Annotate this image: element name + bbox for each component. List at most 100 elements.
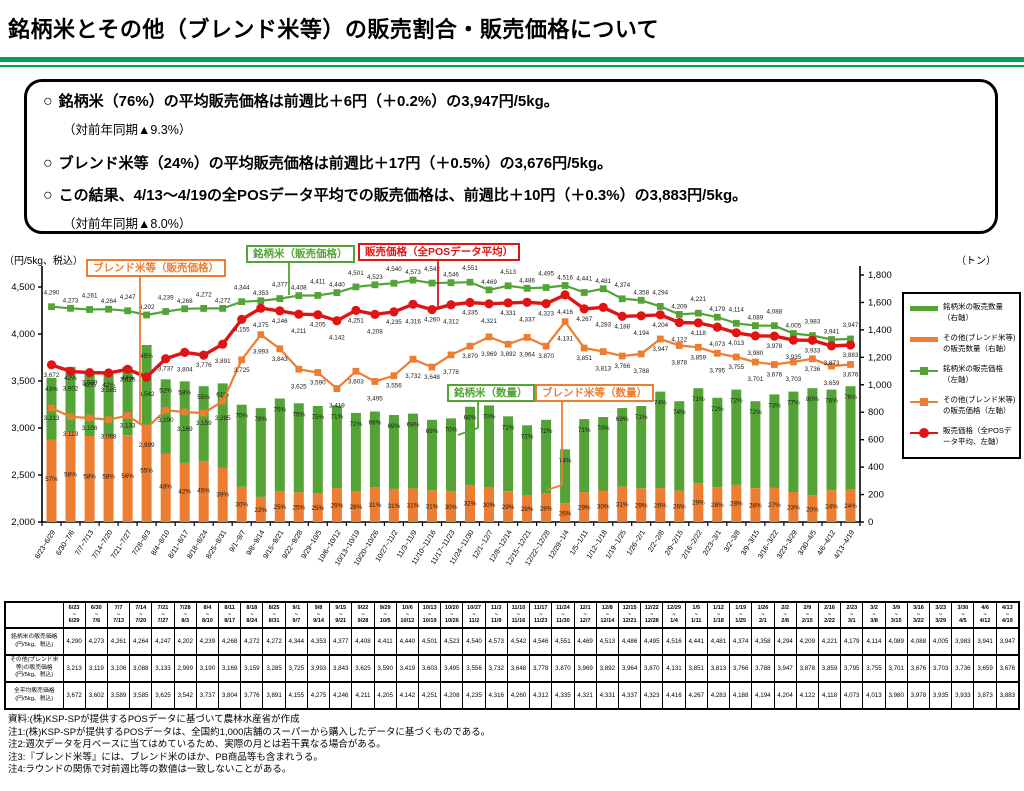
- svg-text:23%: 23%: [787, 505, 800, 512]
- blend-volume-bar: [807, 495, 818, 522]
- branded-volume-bar: [484, 405, 494, 487]
- table-cell: 3,676: [906, 654, 931, 683]
- table-cell: 4,114: [862, 627, 886, 656]
- svg-text:29%: 29%: [635, 503, 648, 510]
- table-cell: 3,878: [795, 654, 819, 683]
- svg-text:4,294: 4,294: [652, 289, 668, 296]
- legend-entry: 銘柄米の販売価格（左軸）: [910, 364, 1016, 385]
- table-cell: 4,335: [551, 681, 575, 710]
- blend-volume-bar: [160, 453, 171, 522]
- svg-text:3,000: 3,000: [11, 423, 35, 434]
- blend-volume-bar: [179, 462, 190, 522]
- col-header: 10/20 ~10/26: [440, 601, 464, 629]
- svg-text:3,736: 3,736: [805, 366, 821, 373]
- price-table: 6/23 ~6/29 6/30 ~7/6 7/7 ~7/13 7/14 ~7/20 7/21 ~7…: [4, 601, 1020, 710]
- table-cell: 3,701: [884, 654, 908, 683]
- table-cell: 3,213: [62, 654, 86, 683]
- svg-text:3,859: 3,859: [690, 354, 706, 361]
- blend-volume-bar: [65, 432, 76, 522]
- table-cell: 4,089: [884, 627, 908, 656]
- svg-text:3,843: 3,843: [272, 356, 288, 363]
- legend-bar-swatch-icon: [910, 334, 938, 345]
- svg-text:3,804: 3,804: [177, 366, 193, 373]
- svg-text:77%: 77%: [787, 400, 800, 407]
- table-cell: 4,204: [773, 681, 797, 710]
- branded-volume-bar: [293, 403, 304, 493]
- svg-text:24%: 24%: [825, 504, 838, 511]
- svg-text:43%: 43%: [45, 386, 58, 393]
- blend-volume-bar: [350, 491, 361, 522]
- table-cell: 4,179: [840, 627, 864, 656]
- svg-text:71%: 71%: [331, 413, 344, 420]
- col-header: 12/22 ~12/28: [640, 601, 664, 629]
- svg-text:4,501: 4,501: [348, 270, 364, 277]
- col-header: 10/27 ~11/2: [462, 601, 486, 629]
- svg-text:4,261: 4,261: [82, 293, 98, 300]
- svg-text:26%: 26%: [673, 504, 686, 511]
- branded-volume-bar: [503, 416, 514, 492]
- bullet-icon: ○: [43, 155, 53, 172]
- svg-text:4,273: 4,273: [63, 297, 79, 304]
- table-row: 全平均販売価格 (円/5kg、税込) 3,672 3,602 3,589 3,585 3,6…: [4, 681, 1020, 710]
- title-rule-thin: [0, 65, 1024, 67]
- table-cell: 3,964: [617, 654, 642, 683]
- svg-text:57%: 57%: [45, 476, 58, 483]
- table-cell: 4,353: [306, 627, 331, 656]
- svg-text:3,813: 3,813: [595, 366, 611, 373]
- svg-text:58%: 58%: [178, 389, 191, 396]
- table-cell: 3,813: [706, 654, 731, 683]
- svg-text:30%: 30%: [445, 504, 458, 511]
- svg-text:3,676: 3,676: [843, 372, 859, 379]
- svg-text:600: 600: [868, 435, 884, 446]
- table-cell: 4,251: [417, 681, 442, 710]
- svg-text:1,000: 1,000: [868, 380, 892, 391]
- callout-avg-price: 販売価格（全POSデータ平均）: [358, 243, 521, 261]
- branded-volume-bar: [369, 411, 380, 488]
- table-cell: 3,947: [773, 654, 797, 683]
- row-header: 全平均販売価格 (円/5kg、税込): [4, 681, 64, 710]
- svg-text:68%: 68%: [464, 415, 477, 422]
- branded-volume-bar: [826, 389, 837, 491]
- table-cell: 4,294: [773, 627, 797, 656]
- blend-volume-bar: [541, 493, 552, 522]
- table-cell: 3,804: [218, 681, 242, 710]
- table-cell: 4,211: [351, 681, 375, 710]
- table-cell: 4,261: [106, 627, 131, 656]
- branded-volume-bar: [65, 366, 76, 432]
- blend-volume-bar: [446, 490, 456, 522]
- svg-text:52%: 52%: [159, 387, 172, 394]
- svg-text:42%: 42%: [102, 382, 115, 389]
- svg-text:4,321: 4,321: [481, 318, 497, 325]
- svg-text:31%: 31%: [616, 502, 629, 509]
- svg-text:75%: 75%: [273, 407, 286, 414]
- svg-text:3,133: 3,133: [120, 423, 136, 430]
- row-header: その他(ブレンド米 等)の販売価格 (円/5kg、税込): [4, 654, 64, 683]
- table-cell: 3,795: [840, 654, 864, 683]
- combo-chart: 2,000 2,500 3,000 3,500 4,000 4,500 （円/5kg、税込）…: [4, 254, 996, 567]
- svg-text:4,523: 4,523: [367, 274, 383, 281]
- legend-label: その他(ブレンド米等)の販売価格（左軸）: [943, 395, 1016, 415]
- svg-text:4,374: 4,374: [614, 282, 630, 289]
- col-header: 3/23 ~3/29: [929, 601, 953, 629]
- branded-volume-bar: [388, 415, 399, 489]
- table-cell: 4,260: [506, 681, 531, 710]
- table-cell: 3,891: [262, 681, 286, 710]
- svg-text:4,088: 4,088: [767, 309, 783, 316]
- svg-text:29%: 29%: [331, 502, 344, 509]
- blend-volume-bar: [46, 439, 57, 522]
- table-cell: 4,546: [529, 627, 553, 656]
- table-cell: 4,122: [795, 681, 819, 710]
- table-cell: 4,440: [395, 627, 420, 656]
- svg-text:29%: 29%: [692, 500, 705, 507]
- svg-text:72%: 72%: [521, 433, 534, 440]
- svg-text:74%: 74%: [654, 400, 667, 407]
- col-header: 11/3 ~11/9: [484, 601, 508, 629]
- svg-text:25%: 25%: [273, 504, 286, 511]
- svg-text:4,260: 4,260: [424, 317, 440, 324]
- branded-volume-bar: [845, 386, 856, 490]
- branded-volume-bar: [141, 345, 152, 425]
- branded-volume-bar: [617, 408, 628, 487]
- svg-text:3,119: 3,119: [63, 431, 79, 438]
- table-cell: 4,408: [351, 627, 375, 656]
